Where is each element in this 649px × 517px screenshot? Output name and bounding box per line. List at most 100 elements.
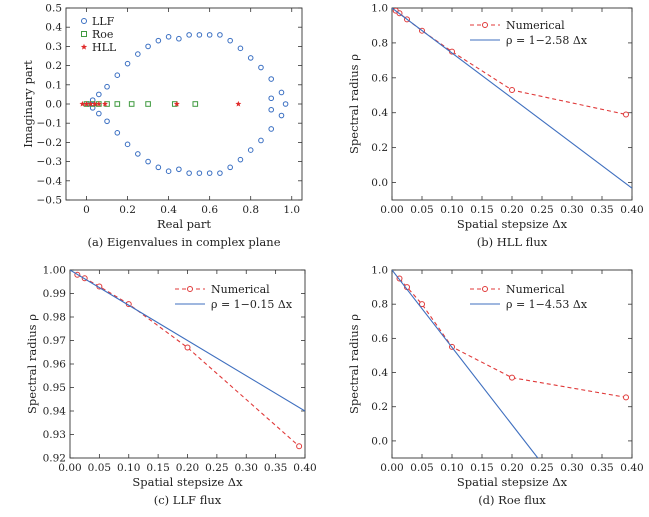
plot-data <box>79 32 289 176</box>
legend-marker <box>81 18 87 24</box>
x-tick-label: 0.00 <box>380 204 403 216</box>
data-point <box>165 168 172 174</box>
data-point <box>104 118 110 125</box>
legend-label: Numerical <box>506 19 565 32</box>
x-tick-label: 0.05 <box>88 462 111 474</box>
y-tick-label: 0.6 <box>371 333 388 345</box>
y-axis-label: Spectral radius ρ <box>347 54 361 154</box>
data-point <box>186 32 192 38</box>
data-point <box>192 101 199 107</box>
data-point <box>102 100 108 107</box>
data-point <box>217 170 223 176</box>
data-point <box>87 100 94 107</box>
x-axis-label: Spatial stepsize Δx <box>132 475 243 489</box>
data-point <box>155 37 162 44</box>
x-tick-label: 0.4 <box>160 204 177 216</box>
legend-marker <box>81 31 87 37</box>
y-tick-label: 0.99 <box>43 288 66 300</box>
data-point <box>268 106 275 113</box>
chart-panel-4: 0.00 0.05 0.10 0.15 0.20 0.25 0.30 0.35 0.40 0.0 0… <box>347 265 644 508</box>
x-tick-label: 0.10 <box>117 462 140 474</box>
y-tick-label: 0.93 <box>43 429 66 441</box>
data-point <box>227 164 233 171</box>
legend-marker <box>482 22 488 28</box>
y-tick-label: 0.6 <box>371 72 388 84</box>
data-point <box>278 89 285 96</box>
data-point <box>296 443 303 450</box>
x-tick-label: 0 <box>83 204 90 216</box>
data-point <box>176 166 182 173</box>
data-point <box>128 101 135 107</box>
series-line-2 <box>392 270 539 458</box>
data-point <box>258 137 264 144</box>
y-tick-label: 0.0 <box>371 177 388 189</box>
y-tick-label: −0.4 <box>37 175 63 187</box>
data-point <box>278 112 285 119</box>
x-tick-label: 0.30 <box>560 204 583 216</box>
x-tick-label: 0.25 <box>530 462 553 474</box>
legend-label: ρ = 1−0.15 Δx <box>211 298 293 311</box>
x-axis-label: Real part <box>157 217 211 231</box>
data-point <box>155 164 162 171</box>
data-point <box>247 55 254 61</box>
y-tick-label: 0.98 <box>43 312 66 324</box>
data-point <box>95 100 102 107</box>
legend: Numerical ρ = 1−4.53 Δx <box>470 283 588 311</box>
panel-caption: (d) Roe flux <box>478 493 546 507</box>
legend-marker <box>482 286 488 292</box>
y-axis-label: Imaginary part <box>21 60 35 148</box>
panel-caption: (c) LLF flux <box>154 493 222 507</box>
plot-data <box>392 270 629 458</box>
data-point <box>114 72 121 78</box>
x-tick-label: 0.35 <box>264 462 287 474</box>
x-tick-label: 0.6 <box>201 204 218 216</box>
y-axis-label: Spectral radius ρ <box>347 314 361 414</box>
legend-label: HLL <box>92 41 117 54</box>
data-point <box>623 394 629 401</box>
chart-panel-2: 0.00 0.05 0.10 0.15 0.20 0.25 0.30 0.35 0.40 0.0 0… <box>347 3 644 250</box>
x-tick-label: 0.2 <box>119 204 136 216</box>
y-tick-label: 0.8 <box>371 299 388 311</box>
y-tick-label: 0.5 <box>45 3 62 15</box>
data-point <box>206 32 213 38</box>
x-tick-label: 0.35 <box>590 204 613 216</box>
legend-label: Numerical <box>506 283 565 296</box>
legend-label: LLF <box>92 15 115 28</box>
data-point <box>135 51 141 57</box>
data-point <box>145 101 151 107</box>
series-line-2 <box>392 8 632 189</box>
chart-panel-3: 0.00 0.05 0.10 0.15 0.20 0.25 0.30 0.35 0.40 0.92… <box>25 265 317 508</box>
x-tick-label: 0.25 <box>530 204 553 216</box>
y-tick-label: 0.4 <box>371 367 388 379</box>
data-point <box>104 83 110 90</box>
y-tick-label: 0.1 <box>45 79 62 91</box>
y-tick-label: 0.0 <box>371 435 388 447</box>
data-point <box>173 100 180 107</box>
plot-data <box>392 8 632 189</box>
data-point <box>124 141 131 148</box>
x-tick-label: 1.0 <box>283 204 300 216</box>
data-point <box>509 374 515 381</box>
data-point <box>196 170 203 176</box>
x-tick-label: 0.35 <box>590 462 613 474</box>
x-tick-label: 0.8 <box>242 204 259 216</box>
data-point <box>96 110 102 117</box>
y-tick-label: 1.0 <box>371 265 388 277</box>
legend-marker <box>80 43 88 50</box>
y-tick-label: 0.4 <box>45 22 62 34</box>
legend-label: ρ = 1−4.53 Δx <box>506 298 588 311</box>
data-point <box>165 34 172 40</box>
y-tick-label: 0.95 <box>43 382 66 394</box>
legend-label: ρ = 1−2.58 Δx <box>506 34 588 47</box>
x-tick-label: 0.05 <box>410 204 433 216</box>
y-tick-label: −0.1 <box>37 118 63 130</box>
x-tick-label: 0.40 <box>293 462 316 474</box>
y-tick-label: 0.4 <box>371 107 388 119</box>
y-tick-label: 0.96 <box>43 359 67 371</box>
x-tick-label: 0.00 <box>58 462 81 474</box>
y-tick-label: 0.2 <box>371 142 388 154</box>
legend: Numerical ρ = 1−0.15 Δx <box>175 283 293 311</box>
y-tick-label: 0.0 <box>45 99 62 111</box>
data-point <box>623 111 629 118</box>
